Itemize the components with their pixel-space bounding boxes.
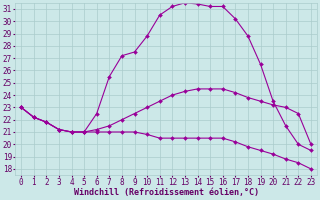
X-axis label: Windchill (Refroidissement éolien,°C): Windchill (Refroidissement éolien,°C) xyxy=(74,188,259,197)
